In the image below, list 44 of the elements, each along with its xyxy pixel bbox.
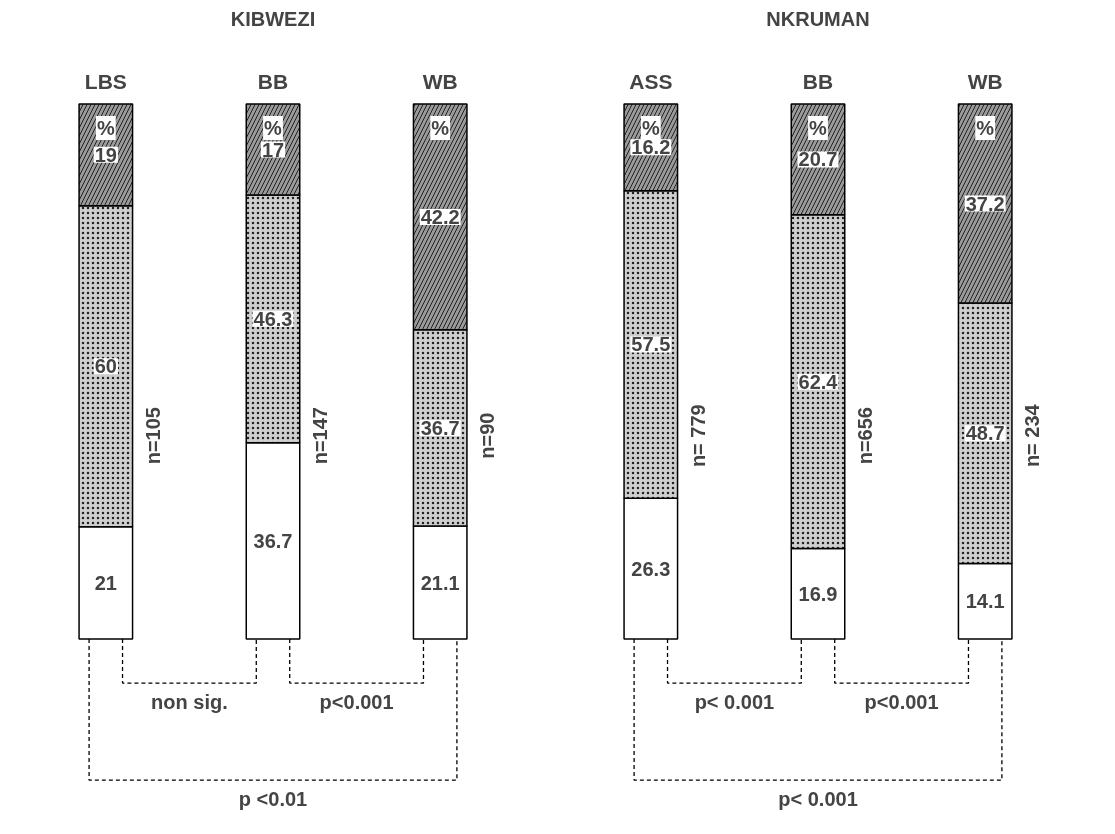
data-label: 20.7 xyxy=(798,148,838,171)
data-label: 14.1 xyxy=(965,590,1005,613)
annotation: % xyxy=(264,117,283,140)
text: p<0.001 xyxy=(319,691,394,714)
data-label: 16.2 xyxy=(631,136,671,159)
data-label: 37.2 xyxy=(965,192,1005,215)
annotation: n=90 xyxy=(476,412,498,459)
annotation: n= 779 xyxy=(686,404,709,468)
text: p<0.001 xyxy=(864,691,939,714)
annotation: n= 234 xyxy=(1021,403,1043,468)
text: p< 0.001 xyxy=(694,691,775,714)
chart-title: KIBWEZI xyxy=(230,7,316,30)
x-tick-label: ASS xyxy=(629,70,673,94)
x-tick-label: WB xyxy=(967,70,1003,94)
data-label: 42.2 xyxy=(420,205,460,228)
annotation: n=147 xyxy=(308,407,331,465)
data-label: 48.7 xyxy=(965,422,1005,445)
annotation: % xyxy=(641,117,660,140)
data-label: 17 xyxy=(261,138,285,161)
chart-title: NKRUMAN xyxy=(766,7,870,30)
text: p <0.01 xyxy=(238,788,308,811)
data-label: 21.1 xyxy=(420,571,460,594)
text: p< 0.001 xyxy=(778,788,858,811)
text: non sig. xyxy=(151,691,228,714)
annotation: % xyxy=(96,117,115,140)
x-tick-label: BB xyxy=(257,70,289,94)
annotation: % xyxy=(431,117,450,140)
annotation: % xyxy=(976,117,995,140)
annotation: n=656 xyxy=(853,407,876,465)
data-label: 62.4 xyxy=(798,370,839,393)
data-label: 26.3 xyxy=(631,557,671,580)
data-label: 46.3 xyxy=(253,307,293,330)
x-tick-label: BB xyxy=(802,70,834,94)
data-label: 19 xyxy=(94,143,117,166)
data-label: 16.9 xyxy=(798,582,838,605)
data-label: 36.7 xyxy=(420,416,460,439)
annotation: n=105 xyxy=(141,407,164,465)
data-label: 57.5 xyxy=(631,333,671,356)
data-label: 36.7 xyxy=(253,529,293,552)
annotation: % xyxy=(809,117,828,140)
x-tick-label: LBS xyxy=(84,70,127,94)
data-label: 21 xyxy=(94,571,117,594)
x-tick-label: WB xyxy=(422,70,458,94)
data-label: 60 xyxy=(94,355,117,378)
